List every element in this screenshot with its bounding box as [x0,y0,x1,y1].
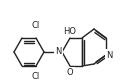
Text: HO: HO [64,27,77,36]
Text: N: N [56,47,62,57]
Text: Cl: Cl [32,21,40,30]
Text: Cl: Cl [32,72,40,81]
Text: N: N [106,50,112,59]
Text: O: O [67,68,73,77]
